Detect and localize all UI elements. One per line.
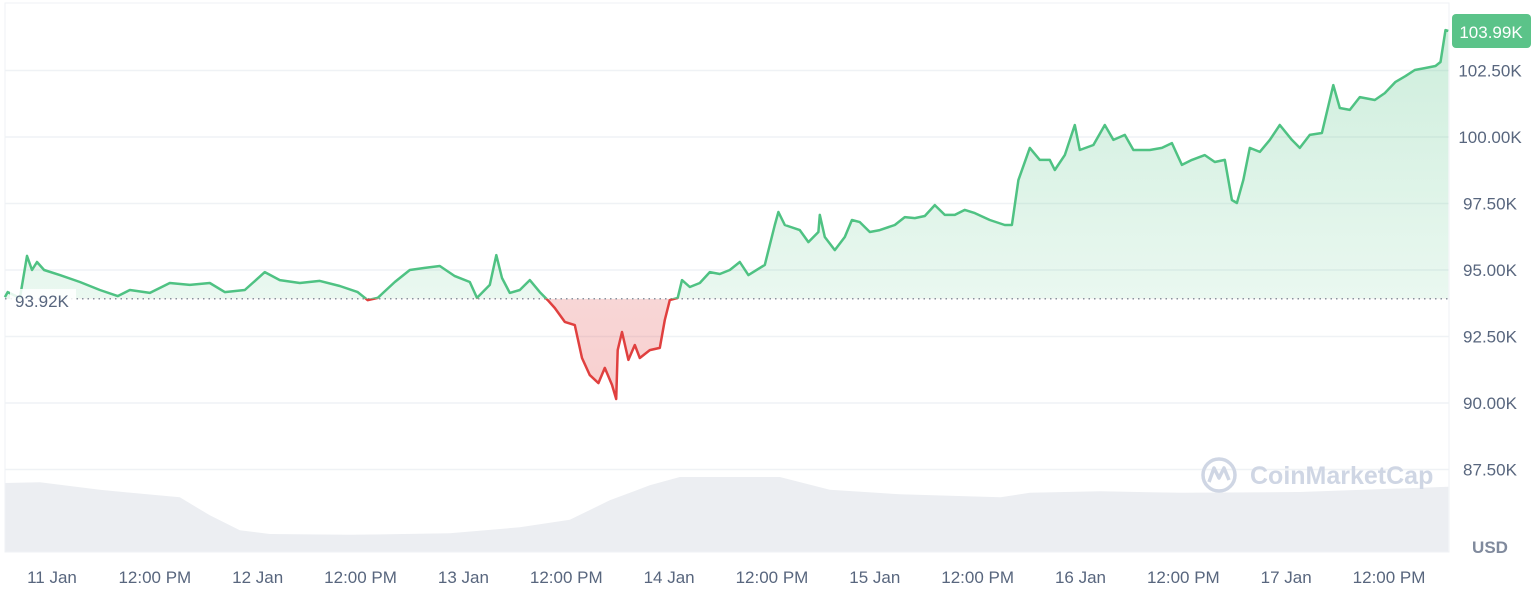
y-tick-label: 102.50K (1458, 62, 1522, 81)
y-tick-label: 90.00K (1463, 394, 1518, 413)
coinmarketcap-logo-icon (1201, 457, 1237, 493)
gridlines (5, 69, 1449, 471)
current-price-value: 103.99K (1459, 23, 1523, 42)
price-area-above-baseline (4, 30, 1449, 299)
plot-border (4, 2, 1450, 553)
y-tick-label: 92.50K (1463, 328, 1518, 347)
watermark: CoinMarketCap (1201, 457, 1433, 493)
y-tick-label: 97.50K (1463, 195, 1518, 214)
x-tick-label: 12:00 PM (941, 568, 1014, 587)
watermark-text: CoinMarketCap (1250, 462, 1433, 490)
x-tick-label: 17 Jan (1261, 568, 1312, 587)
x-tick-label: 12:00 PM (1353, 568, 1426, 587)
x-tick-label: 12 Jan (232, 568, 283, 587)
x-tick-label: 12:00 PM (736, 568, 809, 587)
y-tick-label: 95.00K (1463, 261, 1518, 280)
x-tick-label: 12:00 PM (1147, 568, 1220, 587)
baseline-label: 93.92K (10, 289, 76, 311)
x-tick-label: 12:00 PM (118, 568, 191, 587)
y-tick-label: 100.00K (1458, 128, 1522, 147)
price-line-up (3, 28, 1449, 299)
y-tick-label: 87.50K (1463, 461, 1518, 480)
x-tick-label: 12:00 PM (530, 568, 603, 587)
current-price-badge: 103.99K (1452, 14, 1531, 48)
x-tick-label: 11 Jan (27, 568, 77, 587)
currency-unit-label: USD (1472, 538, 1508, 557)
x-tick-label: 16 Jan (1055, 568, 1106, 587)
x-tick-label: 15 Jan (849, 568, 900, 587)
x-tick-label: 14 Jan (644, 568, 695, 587)
x-tick-label: 12:00 PM (324, 568, 397, 587)
coinmarketcap-logo-mark-icon (1207, 466, 1231, 483)
x-tick-label: 13 Jan (438, 568, 489, 587)
volume-bars (4, 477, 1449, 552)
volume-area (4, 477, 1449, 552)
baseline-value: 93.92K (15, 292, 70, 311)
